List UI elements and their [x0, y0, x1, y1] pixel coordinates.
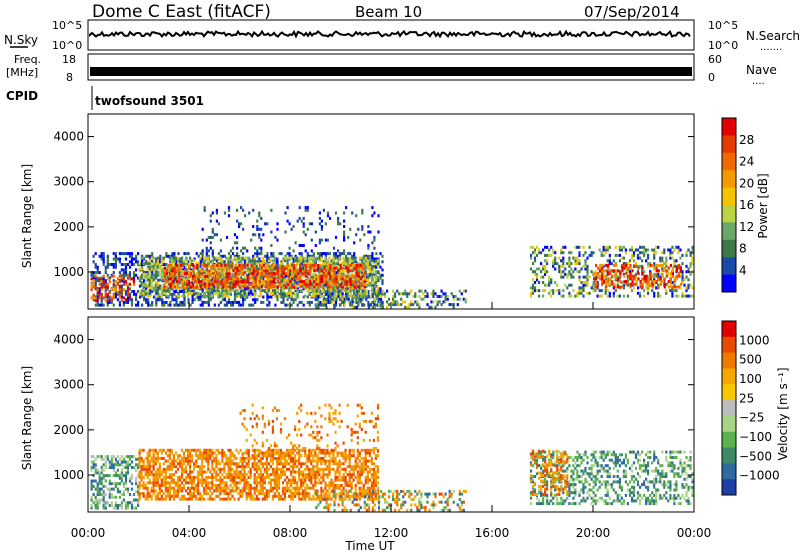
colorbar-band — [722, 222, 736, 241]
power-colorbar: 28 24 20 16 12 8 4 — [721, 117, 754, 293]
nsky-strip-frame — [87, 19, 695, 51]
colorbar-tick: 25 — [739, 391, 754, 405]
xtick-label: 00:00 — [71, 526, 106, 540]
ytick-label: 1000 — [53, 468, 84, 482]
nsearch-dots: ....... — [760, 42, 782, 53]
nsky-tick-low: 10^0 — [52, 39, 82, 52]
colorbar-band — [722, 415, 736, 433]
colorbar-band — [722, 336, 736, 354]
freq-strip-frame — [87, 53, 695, 81]
freq-bar — [90, 67, 692, 76]
colorbar-band — [722, 384, 736, 401]
colorbar-frame — [721, 320, 737, 496]
ytick-label: 4000 — [53, 333, 84, 347]
colorbar-band — [722, 400, 736, 417]
nsearch-tick-low: 10^0 — [708, 39, 738, 52]
velocity-heatmap — [90, 403, 694, 512]
ytick-label: 3000 — [53, 175, 84, 189]
colorbar-tick: −500 — [739, 449, 772, 463]
xtick-label: 04:00 — [172, 526, 207, 540]
cpid-label: CPID — [6, 89, 38, 103]
xtick-label: 16:00 — [475, 526, 510, 540]
ytick-label: 2000 — [53, 220, 84, 234]
freq-tick-high: 18 — [62, 53, 76, 66]
nave-dots: .... — [752, 76, 765, 87]
colorbar-tick: 16 — [739, 198, 754, 212]
nsearch-tick-high: 10^5 — [708, 19, 738, 32]
colorbar-tick: 4 — [739, 263, 747, 277]
cpid-value: twofsound 3501 — [95, 94, 204, 108]
colorbar-tick: −25 — [739, 411, 764, 425]
colorbar-band — [722, 321, 736, 338]
colorbar-frame — [721, 117, 737, 293]
colorbar-band — [722, 463, 736, 480]
colorbar-tick: 100 — [739, 372, 762, 386]
power-yaxis: 4000 3000 2000 1000 — [53, 130, 694, 279]
freq-unit-label: [MHz] — [6, 66, 38, 79]
colorbar-band — [722, 447, 736, 464]
ytick-label: 2000 — [53, 423, 84, 437]
beam-label: Beam 10 — [355, 3, 422, 21]
time-axis: 00:00 04:00 08:00 12:00 16:00 20:00 00:00 — [71, 302, 712, 540]
nsky-trace — [89, 29, 691, 39]
nsearch-label: N.Search — [746, 29, 800, 43]
ytick-label: 3000 — [53, 378, 84, 392]
colorbar-band — [722, 170, 736, 189]
nsky-label: N.Sky — [4, 33, 38, 47]
power-colorbar-label: Power [dB] — [756, 173, 770, 238]
xtick-label: 00:00 — [677, 526, 712, 540]
colorbar-band — [722, 239, 736, 258]
ytick-label: 1000 — [53, 265, 84, 279]
nsky-line — [89, 29, 691, 39]
colorbar-tick: 8 — [739, 242, 747, 256]
colorbar-tick: 20 — [739, 176, 754, 190]
power-heatmap — [90, 206, 694, 309]
nsky-tick-high: 10^5 — [52, 19, 82, 32]
colorbar-band — [722, 368, 736, 385]
date-label: 07/Sep/2014 — [584, 3, 680, 21]
xtick-label: 20:00 — [576, 526, 611, 540]
station-title: Dome C East (fitACF) — [92, 2, 271, 22]
power-ylabel: Slant Range [km] — [20, 164, 34, 268]
velocity-colorbar-label: Velocity [m s⁻¹] — [776, 367, 790, 460]
freq-label: Freq. — [14, 53, 41, 66]
colorbar-band — [722, 352, 736, 369]
colorbar-band — [722, 152, 736, 171]
colorbar-band — [722, 135, 736, 154]
colorbar-tick: 1000 — [739, 333, 770, 347]
colorbar-tick: 24 — [739, 155, 754, 169]
velocity-yaxis: 4000 3000 2000 1000 — [53, 333, 694, 482]
ytick-label: 4000 — [53, 130, 84, 144]
colorbar-band — [722, 257, 736, 276]
colorbar-band — [722, 274, 736, 293]
time-axis-label: Time UT — [344, 539, 395, 553]
xtick-label: 08:00 — [273, 526, 308, 540]
nave-tick-high: 60 — [708, 53, 722, 66]
colorbar-tick: −1000 — [739, 469, 780, 483]
freq-tick-low: 8 — [66, 71, 73, 84]
colorbar-tick: 28 — [739, 133, 754, 147]
velocity-ylabel: Slant Range [km] — [20, 366, 34, 470]
colorbar-band — [722, 479, 736, 496]
nave-tick-low: 0 — [708, 71, 715, 84]
colorbar-tick: 500 — [739, 353, 762, 367]
colorbar-band — [722, 118, 736, 136]
colorbar-band — [722, 431, 736, 448]
xtick-label: 12:00 — [374, 526, 409, 540]
colorbar-tick: −100 — [739, 430, 772, 444]
colorbar-band — [722, 187, 736, 206]
nave-label: Nave — [746, 63, 777, 77]
colorbar-tick: 12 — [739, 220, 754, 234]
velocity-colorbar: 1000 500 100 25 −25 −100 −500 −1000 — [721, 320, 780, 496]
colorbar-band — [722, 205, 736, 223]
